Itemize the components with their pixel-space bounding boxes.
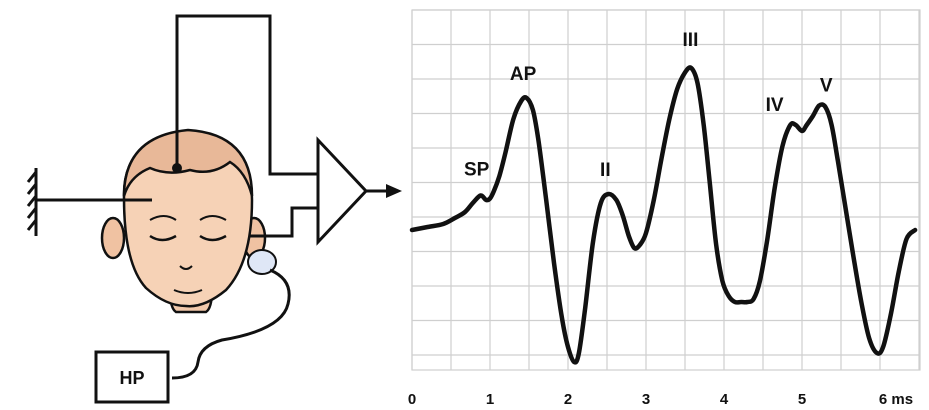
x-tick-label: 5 — [798, 391, 806, 408]
scalp-wire — [175, 14, 318, 176]
electrode-wires — [36, 14, 318, 380]
earphone-cable — [171, 268, 291, 380]
peak-label: II — [600, 160, 611, 181]
chart-grid — [411, 9, 920, 370]
x-tick-label: 0 — [408, 391, 416, 408]
peak-label: III — [683, 30, 699, 51]
x-tick-label: 6 ms — [879, 391, 913, 408]
x-tick-label: 3 — [642, 391, 650, 408]
x-tick-label: 2 — [564, 391, 572, 408]
mastoid-wire — [250, 206, 318, 238]
waveform-trace — [409, 65, 918, 365]
head-illustration — [100, 128, 277, 314]
output-arrowhead — [386, 184, 402, 198]
ground-symbol — [26, 168, 38, 236]
nose — [179, 265, 193, 270]
left-ear — [100, 216, 126, 260]
right-eye — [199, 234, 227, 242]
amplifier — [316, 136, 402, 246]
peak-label: IV — [766, 95, 784, 116]
peak-label: AP — [510, 64, 537, 85]
peak-label: SP — [464, 160, 490, 181]
chart-frame — [411, 9, 921, 371]
left-eye — [149, 234, 177, 242]
x-tick-labels: 0 1 2 3 4 5 6 ms — [408, 391, 913, 408]
hp-label: HP — [119, 368, 144, 388]
x-tick-label: 1 — [486, 391, 494, 408]
mouth — [173, 289, 203, 294]
recording-setup: HP — [26, 14, 402, 404]
x-tick-label: 4 — [720, 391, 729, 408]
hp-box: HP — [94, 350, 170, 404]
peak-label: V — [820, 76, 833, 97]
earphone — [247, 249, 277, 275]
chart-axes — [411, 9, 921, 371]
